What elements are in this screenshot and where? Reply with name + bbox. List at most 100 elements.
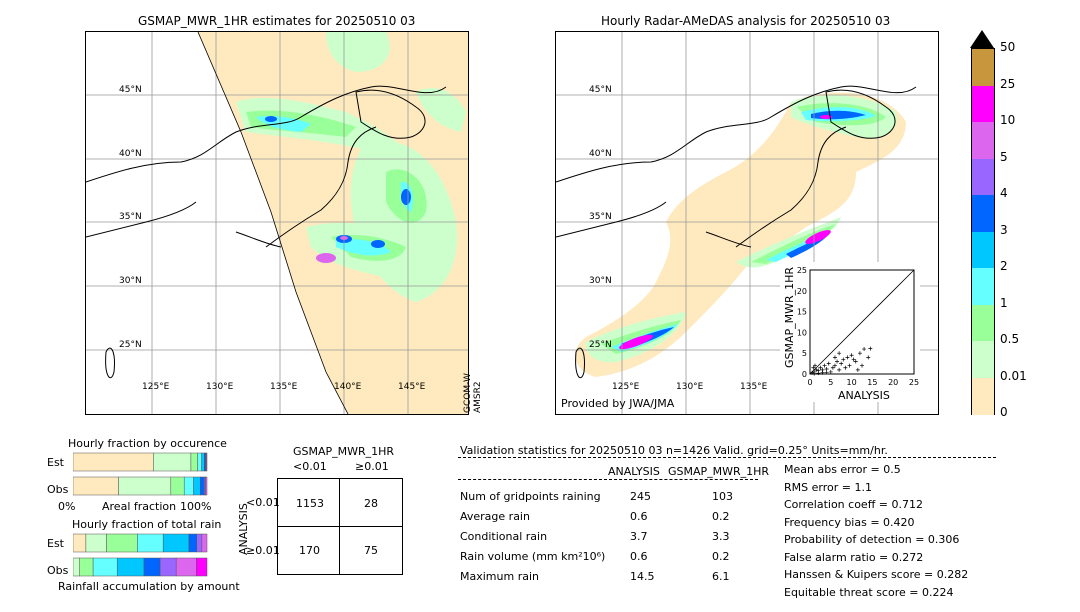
scatter-point — [826, 361, 831, 366]
fraction-segment — [162, 533, 190, 553]
scatter-point — [811, 365, 816, 370]
contingency-col-ge: ≥0.01 — [355, 460, 389, 473]
fraction-segment — [116, 557, 145, 577]
scatter-point — [857, 351, 862, 356]
occurrence-axis-left: 0% — [58, 500, 76, 513]
validation-header: Validation statistics for 20250510 03 n=… — [460, 444, 888, 457]
scatter-point — [849, 353, 854, 358]
scatter-xtick: 5 — [828, 378, 833, 387]
colorbar-segment — [972, 49, 994, 86]
colorbar-extend-arrow — [970, 30, 994, 48]
fraction-segment — [92, 557, 118, 577]
contingency-cell-12: 28 — [364, 497, 378, 510]
right-lat-label-30: 30°N — [589, 276, 612, 286]
scatter-point — [841, 357, 846, 362]
fraction-segment — [196, 533, 203, 553]
total-rain-title: Hourly fraction of total rain — [72, 518, 222, 531]
scatter-ylabel: GSMAP_MWR_1HR — [783, 266, 796, 368]
left-lat-label-30: 30°N — [119, 276, 142, 286]
scatter-point — [845, 355, 850, 360]
radar-credit: Provided by JWA/JMA — [561, 397, 675, 410]
colorbar-segment — [972, 341, 994, 378]
validation-row-analysis: 245 — [630, 490, 651, 503]
colorbar-segment — [972, 377, 994, 415]
occurrence-axis-mid: Areal fraction — [102, 500, 177, 513]
validation-row-gsmap: 6.1 — [712, 570, 730, 583]
contingency-cell-11: 1153 — [296, 497, 324, 510]
scatter-xtick: 25 — [909, 378, 919, 387]
right-lon-label-130: 130°E — [676, 382, 704, 392]
total-rain-axis-label: Rainfall accumulation by amount — [58, 580, 240, 593]
fraction-segment — [201, 533, 208, 553]
left-lon-label-135: 135°E — [270, 382, 298, 392]
fraction-segment — [143, 557, 161, 577]
scatter-point — [832, 355, 837, 360]
scatter-point — [860, 363, 864, 368]
contingency-title: GSMAP_MWR_1HR — [293, 445, 395, 458]
colorbar-segment — [972, 231, 994, 269]
validation-row-gsmap: 0.2 — [712, 510, 730, 523]
scatter-ytick: 5 — [802, 349, 807, 358]
colorbar-label: 0.01 — [1000, 368, 1027, 383]
fraction-segment — [159, 557, 177, 577]
colorbar-label: 5 — [1000, 149, 1008, 164]
fraction-segment — [175, 557, 197, 577]
total-rain-obs-label: Obs — [47, 564, 69, 577]
left-lon-label-145: 145°E — [398, 382, 426, 392]
scatter-ytick: 0 — [802, 370, 807, 379]
right-lat-label-25: 25°N — [589, 340, 612, 350]
total-rain-chart — [73, 533, 208, 577]
scatter-plot: 00 5 5 10 10 15 15 20 20 25 25 — [797, 266, 919, 387]
right-map-canvas — [556, 32, 938, 414]
scatter-point — [818, 365, 823, 370]
scatter-ytick: 25 — [797, 266, 807, 275]
fraction-segment — [190, 452, 198, 472]
contingency-cell-22: 75 — [364, 544, 378, 557]
validation-row-analysis: 14.5 — [630, 570, 655, 583]
colorbar-segment — [972, 195, 994, 232]
right-lat-label-35: 35°N — [589, 212, 612, 222]
scatter-point — [839, 361, 844, 366]
fraction-segment — [200, 476, 205, 496]
right-lat-label-40: 40°N — [589, 149, 612, 159]
validation-row-gsmap: 3.3 — [712, 530, 730, 543]
scatter-point — [851, 357, 856, 362]
validation-col-analysis: ANALYSIS — [608, 465, 660, 478]
scatter-diagonal — [809, 269, 915, 375]
validation-row-analysis: 0.6 — [630, 550, 648, 563]
left-lat-label-45: 45°N — [119, 85, 142, 95]
validation-score: Probability of detection = 0.306 — [784, 533, 960, 546]
scatter-xtick: 10 — [847, 378, 857, 387]
fraction-segment — [153, 452, 192, 472]
left-lat-label-25: 25°N — [119, 340, 142, 350]
validation-col-gsmap: GSMAP_MWR_1HR — [668, 465, 770, 478]
fraction-segment — [196, 557, 208, 577]
validation-score: False alarm ratio = 0.272 — [784, 550, 924, 564]
fraction-segment — [79, 557, 94, 577]
sensor-label-amsr2: AMSR2 — [473, 381, 483, 413]
scatter-point — [866, 355, 871, 360]
colorbar-segment — [972, 85, 994, 123]
occurrence-est-label: Est — [47, 456, 64, 469]
colorbar-label: 3 — [1000, 222, 1008, 237]
fraction-segment — [193, 476, 201, 496]
scatter-ytick: 15 — [797, 308, 807, 317]
fraction-segment — [170, 476, 185, 496]
occurrence-obs-label: Obs — [47, 483, 69, 496]
scatter-inset: 0 0 5 5 10 10 15 15 20 20 25 25 — [780, 262, 920, 402]
scatter-ytick: 20 — [797, 287, 807, 296]
left-lon-label-140: 140°E — [334, 382, 362, 392]
scatter-point — [812, 363, 817, 368]
contingency-col-lt: <0.01 — [293, 460, 327, 473]
left-map-title: GSMAP_MWR_1HR estimates for 20250510 03 — [138, 14, 416, 28]
colorbar-label: 1 — [1000, 295, 1008, 310]
validation-row-gsmap: 103 — [712, 490, 733, 503]
fraction-segment — [73, 557, 80, 577]
scatter-point — [855, 367, 860, 372]
colorbar-segment — [972, 304, 994, 342]
occurrence-axis-right: 100% — [180, 500, 212, 513]
validation-row-label: Num of gridpoints raining — [460, 490, 601, 503]
validation-row-label: Conditional rain — [460, 530, 548, 543]
scatter-point — [847, 363, 852, 368]
left-map-canvas — [86, 32, 468, 414]
